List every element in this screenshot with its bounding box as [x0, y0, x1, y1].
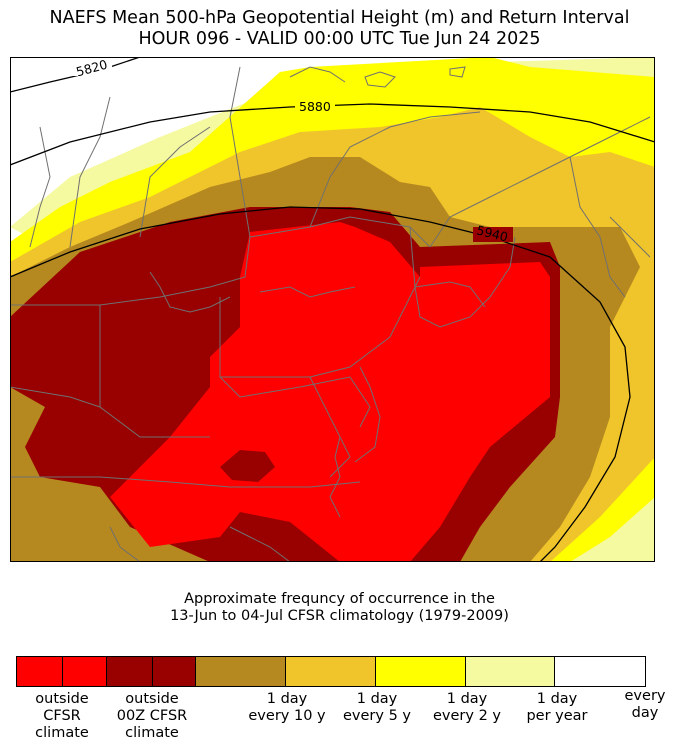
map-title-line2: HOUR 096 - VALID 00:00 UTC Tue Jun 24 20…: [138, 29, 541, 49]
outside-00z-pocket: [220, 450, 275, 482]
contour-5940: [10, 206, 631, 562]
legend-swatch-per-year: [465, 657, 556, 686]
legend-swatch-every-10y: [196, 657, 287, 686]
legend-label-every-day: every day: [624, 688, 666, 721]
contour-label-5880: 5880: [299, 99, 331, 114]
legend-label-outside-00z: outside 00Z CFSR climate: [116, 691, 188, 741]
state-borders: [10, 66, 651, 562]
return-interval-map: 5820 5880 5940: [10, 57, 655, 562]
legend-label-outside-cfsr: outside CFSR climate: [35, 691, 89, 741]
legend-label-every-2y: 1 day every 2 y: [433, 691, 501, 724]
legend-label-every-10y: 1 day every 10 y: [248, 691, 326, 724]
climatology-caption-line2: 13-Jun to 04-Jul CFSR climatology (1979-…: [170, 608, 509, 624]
color-legend-bar: [16, 656, 646, 687]
outside-cfsr-region: [110, 222, 550, 562]
contour-label-5940: 5940: [475, 222, 510, 244]
legend-swatch-outside-00z-a: [106, 657, 153, 686]
map-title-line1: NAEFS Mean 500-hPa Geopotential Height (…: [49, 8, 630, 28]
climatology-caption-line1: Approximate frequncy of occurrence in th…: [184, 591, 495, 607]
legend-swatch-every-2y: [375, 657, 466, 686]
map-frame: [10, 57, 655, 562]
legend-swatch-outside-cfsr-b: [62, 657, 107, 686]
legend-swatch-every-day: [555, 657, 646, 686]
legend-label-per-year: 1 day per year: [526, 691, 588, 724]
legend-swatch-outside-cfsr-a: [17, 657, 63, 686]
legend-swatch-every-5y: [286, 657, 376, 686]
legend-swatch-outside-00z-b: [152, 657, 197, 686]
legend-label-every-5y: 1 day every 5 y: [343, 691, 411, 724]
